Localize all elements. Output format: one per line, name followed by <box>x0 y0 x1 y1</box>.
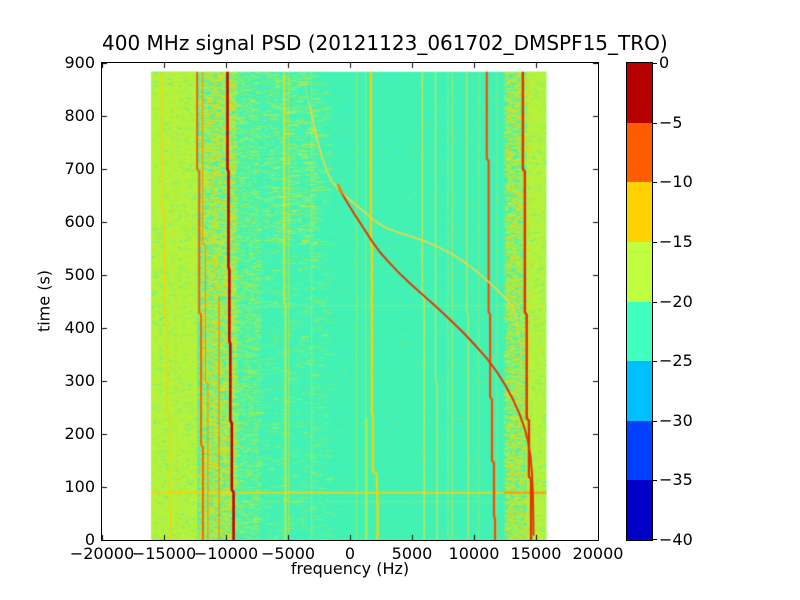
colorbar-tick-mark <box>652 63 657 64</box>
colorbar-band <box>627 122 652 183</box>
colorbar-tick-label: −35 <box>659 470 693 490</box>
colorbar-band <box>627 63 652 123</box>
colorbar-tick-mark <box>652 241 657 243</box>
colorbar <box>626 62 653 541</box>
x-tick-label: 0 <box>344 544 356 563</box>
colorbar-band <box>627 480 652 540</box>
x-axis-label: frequency (Hz) <box>290 559 410 578</box>
y-tick-label: 500 <box>64 265 95 284</box>
x-tick-label: −20000 <box>69 544 135 563</box>
y-tick-label: 400 <box>64 318 95 337</box>
colorbar-tick-mark <box>652 122 657 124</box>
colorbar-tick-label: −25 <box>659 351 693 371</box>
y-tick-label: 100 <box>64 477 95 496</box>
colorbar-band <box>627 361 652 421</box>
x-tick-label: 15000 <box>510 544 562 563</box>
colorbar-band <box>627 241 652 302</box>
colorbar-tick-mark <box>652 361 657 363</box>
y-tick-label: 200 <box>64 424 95 443</box>
colorbar-tick-label: −20 <box>659 291 693 311</box>
x-tick-label: −5000 <box>260 544 316 563</box>
spectrogram-canvas <box>102 63 598 540</box>
y-tick-label: 300 <box>64 371 95 390</box>
colorbar-tick-label: −30 <box>659 410 693 430</box>
colorbar-tick-mark <box>652 539 657 540</box>
y-axis-label: time (s) <box>34 269 54 333</box>
colorbar-band <box>627 182 652 242</box>
y-tick-label: 0 <box>84 530 95 549</box>
y-tick-label: 700 <box>64 159 95 178</box>
colorbar-tick-mark <box>652 182 657 184</box>
x-tick-label: 20000 <box>572 544 624 563</box>
colorbar-band <box>627 420 652 481</box>
colorbar-tick-label: −15 <box>659 231 693 251</box>
colorbar-tick-label: −40 <box>659 530 693 549</box>
colorbar-tick-label: −5 <box>659 112 683 132</box>
colorbar-tick-label: −10 <box>659 172 693 192</box>
y-tick-label: 600 <box>64 212 95 231</box>
x-tick-label: −15000 <box>131 544 197 563</box>
x-tick-label: 5000 <box>391 544 433 563</box>
y-tick-label: 900 <box>64 53 95 72</box>
x-tick-label: −10000 <box>193 544 259 563</box>
plot-title: 400 MHz signal PSD (20121123_061702_DMSP… <box>102 31 668 55</box>
colorbar-band <box>627 301 652 362</box>
x-tick-label: 10000 <box>448 544 500 563</box>
colorbar-tick-label: 0 <box>659 53 670 72</box>
colorbar-tick-mark <box>652 420 657 422</box>
colorbar-tick-mark <box>652 301 657 303</box>
colorbar-tick-mark <box>652 480 657 482</box>
y-tick-label: 800 <box>64 106 95 125</box>
